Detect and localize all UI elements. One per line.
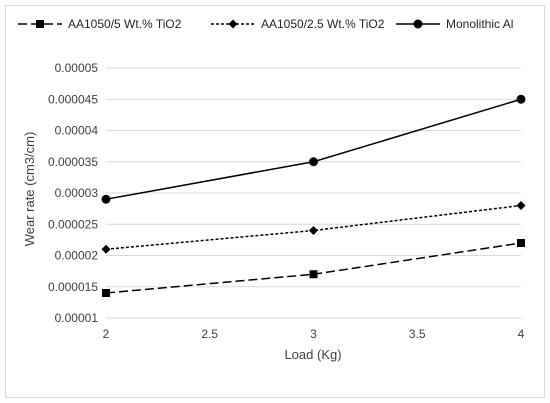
data-point-s2 <box>309 226 318 235</box>
data-point-s2 <box>101 244 111 254</box>
x-tick-label: 4 <box>518 327 525 341</box>
y-tick-label: 0.00001 <box>55 311 99 325</box>
x-axis-title: Load (Kg) <box>284 347 341 362</box>
y-tick-label: 0.00005 <box>55 61 99 75</box>
legend-label-3: Monolithic Al <box>446 17 513 31</box>
series-line-2 <box>105 204 522 250</box>
data-point-s1 <box>309 270 318 279</box>
series-line-3 <box>105 98 522 200</box>
legend-label-2: AA1050/2.5 Wt.% TiO2 <box>261 17 385 31</box>
y-tick-label: 0.000025 <box>48 217 98 231</box>
axes: 0.00001 0.000015 0.00002 0.000025 0.00003 0.0… <box>48 61 525 341</box>
series-lines <box>105 98 522 294</box>
data-point-s3 <box>516 94 526 104</box>
data-point-s3 <box>101 194 111 204</box>
y-axis-title: Wear rate (cm3/cm) <box>22 132 37 247</box>
x-tick-label: 2 <box>103 327 110 341</box>
chart-frame <box>5 5 545 398</box>
legend-marker-3 <box>413 19 423 29</box>
data-point-s1 <box>517 239 525 247</box>
x-tick-label: 2.5 <box>201 327 218 341</box>
y-tick-label: 0.00003 <box>55 186 99 200</box>
data-markers <box>101 94 526 297</box>
y-tick-label: 0.000045 <box>48 92 98 106</box>
legend-label-1: AA1050/5 Wt.% TiO2 <box>68 17 182 31</box>
data-point-s2 <box>516 201 526 210</box>
legend: AA1050/5 Wt.% TiO2 AA1050/2.5 Wt.% TiO2 Mo… <box>18 17 513 31</box>
y-tick-label: 0.000015 <box>48 280 98 294</box>
legend-marker-1 <box>36 20 44 28</box>
x-tick-label: 3 <box>310 327 317 341</box>
y-tick-label: 0.00002 <box>55 249 99 263</box>
gridlines <box>106 67 521 319</box>
x-tick-label: 3.5 <box>409 327 426 341</box>
y-tick-label: 0.000035 <box>48 155 98 169</box>
data-point-s3 <box>309 157 318 167</box>
legend-marker-2 <box>228 19 238 29</box>
y-tick-label: 0.00004 <box>55 124 99 138</box>
series-line-1 <box>105 242 522 294</box>
data-point-s1 <box>102 289 110 297</box>
